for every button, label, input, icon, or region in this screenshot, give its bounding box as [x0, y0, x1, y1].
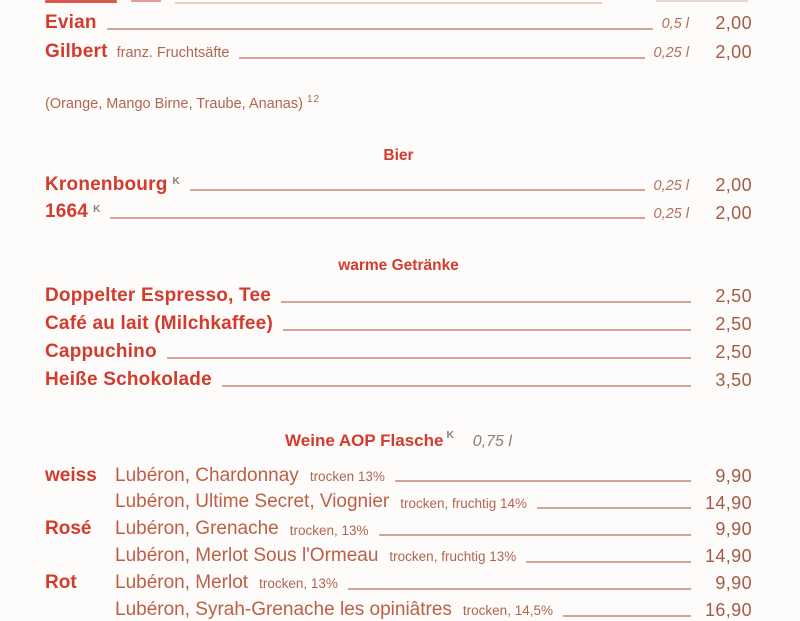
item-price: 2,50	[715, 286, 752, 307]
leader-line	[537, 507, 691, 510]
wine-name: Lubéron, Merlot Sous l'Ormeau	[115, 545, 379, 567]
allergen-superscript: K	[446, 428, 455, 441]
wine-name: Lubéron, Grenache	[115, 518, 279, 540]
leader-line	[221, 384, 691, 387]
item-name: Cappuchino	[45, 340, 157, 362]
leader-line	[378, 534, 691, 537]
leader-line	[282, 328, 691, 331]
leader-line	[110, 217, 645, 220]
wine-detail: trocken, fruchtig 13%	[389, 549, 517, 565]
wine-category: weiss	[45, 464, 97, 486]
wine-name: Lubéron, Syrah-Grenache les opiniâtres	[115, 598, 452, 620]
weine-header-label: Weine AOP Flasche	[285, 430, 444, 450]
item-volume: 0,25 l	[653, 205, 689, 222]
wine-row-chardonnay: weiss Lubéron, Chardonnay trocken 13% 9,…	[45, 465, 752, 487]
menu-row-evian: Evian 0,5 l 2,00	[45, 12, 752, 34]
item-price: 2,50	[715, 342, 752, 363]
item-price: 2,00	[715, 202, 752, 223]
wine-row-merlot: Rot Lubéron, Merlot trocken, 13% 9,90	[45, 572, 752, 594]
wine-row-viognier: Lubéron, Ultime Secret, Viognier trocken…	[45, 491, 752, 513]
allergen-superscript: K	[93, 203, 101, 215]
item-name: 1664	[45, 201, 89, 223]
juice-flavours-note: (Orange, Mango Birne, Traube, Ananas) 12	[45, 94, 752, 112]
menu-row-espresso: Doppelter Espresso, Tee 2,50	[45, 285, 752, 307]
section-header-bier: Bier	[383, 146, 414, 164]
partial-row-top	[45, 0, 752, 5]
item-volume: 0,5 l	[661, 16, 689, 33]
leader-line	[166, 356, 691, 359]
item-name: Gilbert	[45, 40, 108, 62]
wine-name: Lubéron, Chardonnay	[115, 464, 299, 486]
allergen-superscript: K	[172, 175, 180, 187]
menu-row-gilbert: Gilbert franz. Fruchtsäfte 0,25 l 2,00	[45, 41, 752, 63]
item-price: 2,50	[715, 314, 752, 335]
allergen-superscript: 12	[306, 93, 321, 105]
wine-name: Lubéron, Ultime Secret, Viognier	[115, 491, 390, 513]
item-price: 3,50	[715, 369, 752, 390]
item-price: 2,00	[715, 42, 752, 62]
item-price: 9,90	[715, 519, 752, 540]
wine-detail: trocken, fruchtig 14%	[400, 495, 528, 511]
wine-detail: trocken 13%	[309, 468, 385, 484]
item-price: 9,90	[715, 465, 752, 486]
weine-header-volume: 0,75 l	[472, 432, 512, 450]
cut-text-fragment	[131, 0, 161, 2]
wine-detail: trocken, 13%	[289, 522, 369, 538]
leader-line	[281, 301, 691, 304]
item-volume: 0,25 l	[653, 177, 689, 194]
menu-page: Evian 0,5 l 2,00 Gilbert franz. Fruchtsä…	[45, 0, 752, 620]
leader-line	[239, 56, 645, 59]
wine-row-merlot-ormeau: Lubéron, Merlot Sous l'Ormeau trocken, f…	[45, 545, 752, 567]
menu-row-cafe-au-lait: Café au lait (Milchkaffee) 2,50	[45, 313, 752, 335]
item-price: 2,00	[715, 174, 752, 195]
section-header-weine: Weine AOP Flasche K 0,75 l	[45, 429, 752, 451]
wine-row-grenache: Rosé Lubéron, Grenache trocken, 13% 9,90	[45, 518, 752, 540]
item-price: 16,90	[704, 599, 752, 620]
wine-detail: trocken, 13%	[259, 576, 338, 592]
menu-row-cappuchino: Cappuchino 2,50	[45, 341, 752, 363]
item-name: Doppelter Espresso, Tee	[45, 285, 271, 307]
item-description: franz. Fruchtsäfte	[116, 45, 230, 62]
wine-category: Rot	[45, 571, 77, 593]
leader-line	[175, 2, 602, 4]
item-name: Evian	[45, 12, 97, 33]
item-name: Kronenbourg	[45, 173, 168, 195]
cut-text-fragment	[45, 0, 117, 3]
note-text: (Orange, Mango Birne, Traube, Ananas)	[45, 95, 303, 112]
leader-line	[526, 560, 691, 563]
wine-detail: trocken, 14,5%	[462, 603, 553, 619]
item-name: Heiße Schokolade	[45, 368, 212, 390]
menu-row-kronenbourg: Kronenbourg K 0,25 l 2,00	[45, 174, 752, 196]
wine-name: Lubéron, Merlot	[115, 571, 249, 593]
item-name: Café au lait (Milchkaffee)	[45, 313, 273, 335]
item-volume: 0,25 l	[653, 45, 689, 62]
leader-line	[189, 189, 645, 192]
cut-price-fragment	[656, 0, 748, 2]
leader-line	[106, 27, 653, 30]
item-price: 2,00	[715, 13, 752, 34]
item-price: 14,90	[704, 492, 752, 513]
wine-row-syrah-grenache: Lubéron, Syrah-Grenache les opiniâtres t…	[45, 599, 752, 621]
item-price: 14,90	[704, 546, 752, 567]
menu-row-heisse-schokolade: Heiße Schokolade 3,50	[45, 369, 752, 391]
menu-row-1664: 1664 K 0,25 l 2,00	[45, 201, 752, 223]
item-price: 9,90	[715, 573, 752, 594]
section-header-warme-getraenke: warme Getränke	[338, 257, 459, 275]
leader-line	[347, 587, 691, 590]
leader-line	[394, 480, 691, 483]
leader-line	[562, 614, 691, 617]
wine-category: Rosé	[45, 518, 92, 540]
